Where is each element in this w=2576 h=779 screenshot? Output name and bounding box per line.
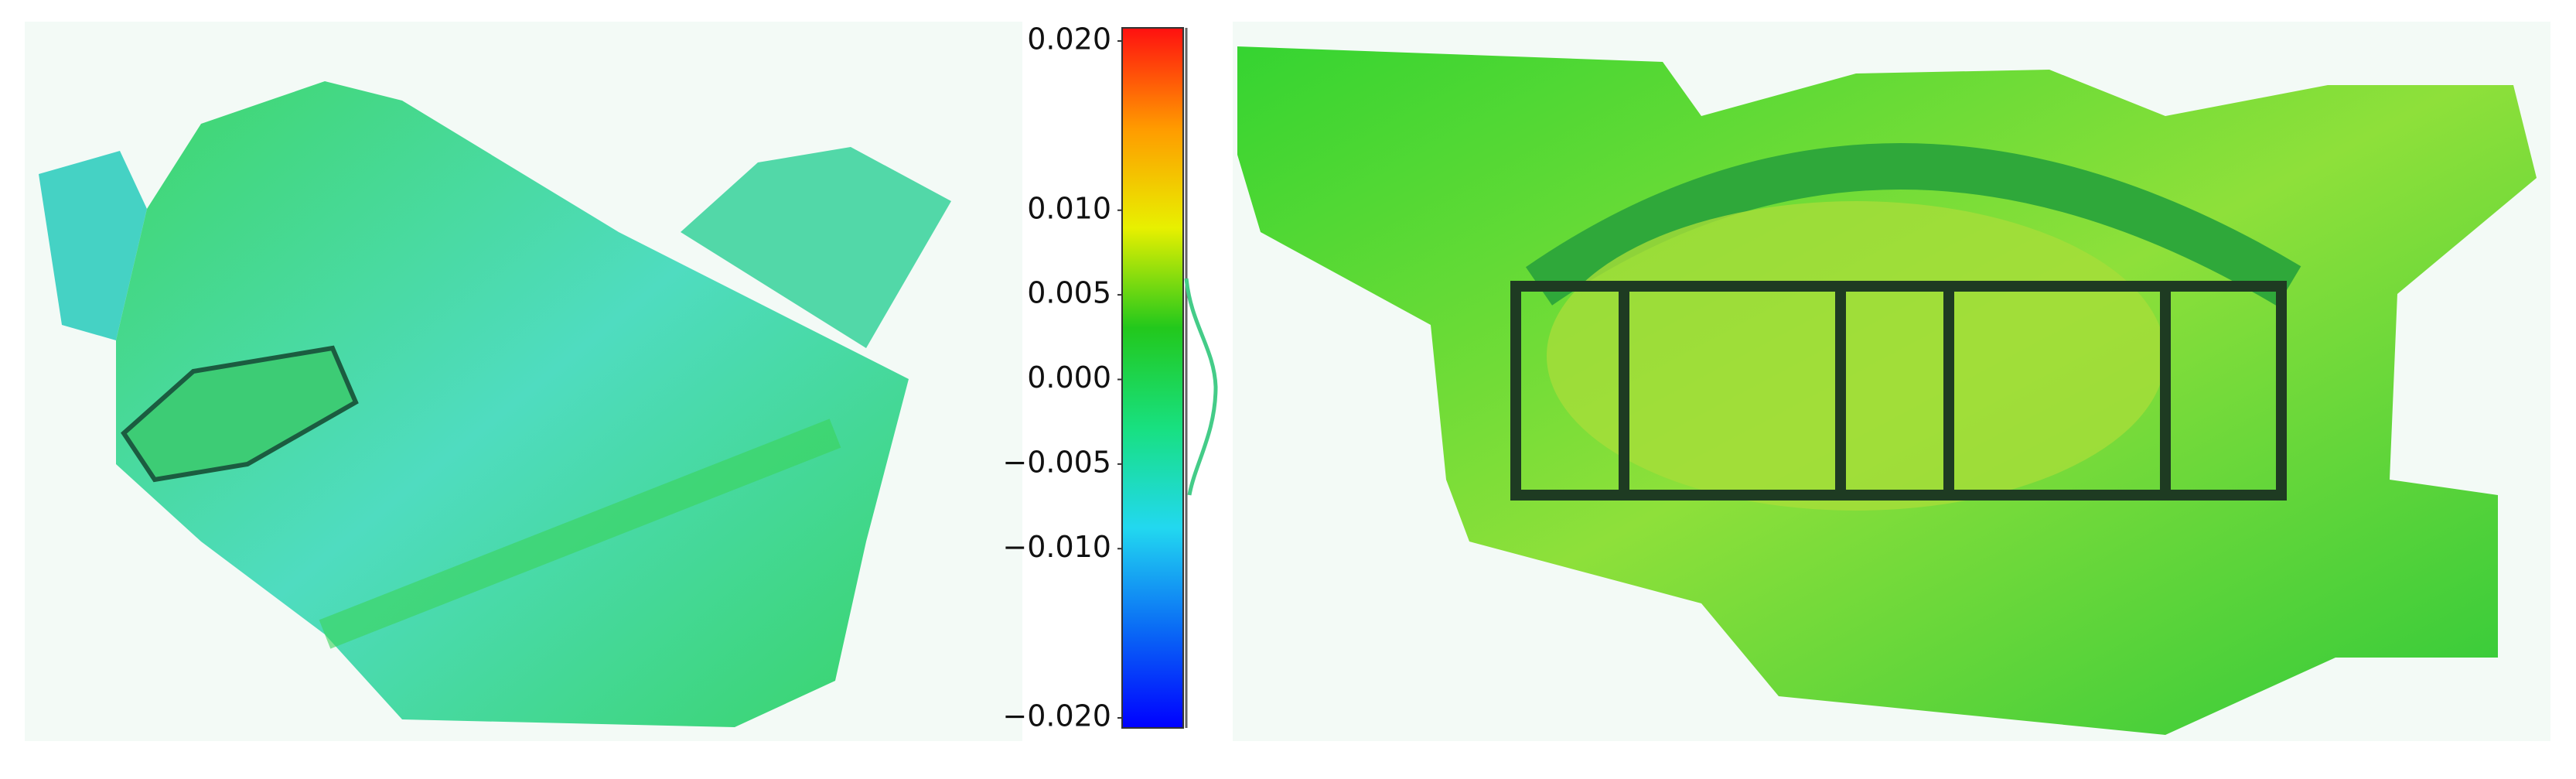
colorbar-scale [1121, 27, 1184, 729]
cloud-block [39, 151, 147, 340]
cloud-body [116, 81, 909, 727]
colorbar: 0.020 0.010 0.005 0.000 −0.005 −0.010 −0.020 [1002, 22, 1184, 733]
tick-label: −0.020 [1002, 699, 1111, 733]
histogram-curve [1184, 278, 1218, 496]
cloud-ridge [121, 345, 359, 483]
tick-label: −0.005 [1002, 445, 1111, 479]
tick-label: 0.010 [1027, 191, 1111, 225]
right-point-cloud [1237, 46, 2537, 735]
tick-label: 0.005 [1027, 276, 1111, 310]
tick-label: 0.000 [1027, 360, 1111, 395]
left-point-cloud [39, 81, 951, 727]
cloud-wall [1547, 201, 2165, 511]
cloud-edge [319, 419, 841, 649]
tick-label: −0.010 [1002, 530, 1111, 564]
cloud-frame [1510, 281, 2287, 501]
tick-label: 0.020 [1027, 22, 1111, 56]
cloud-wing [681, 147, 951, 348]
cloud-arch [1525, 143, 2301, 306]
